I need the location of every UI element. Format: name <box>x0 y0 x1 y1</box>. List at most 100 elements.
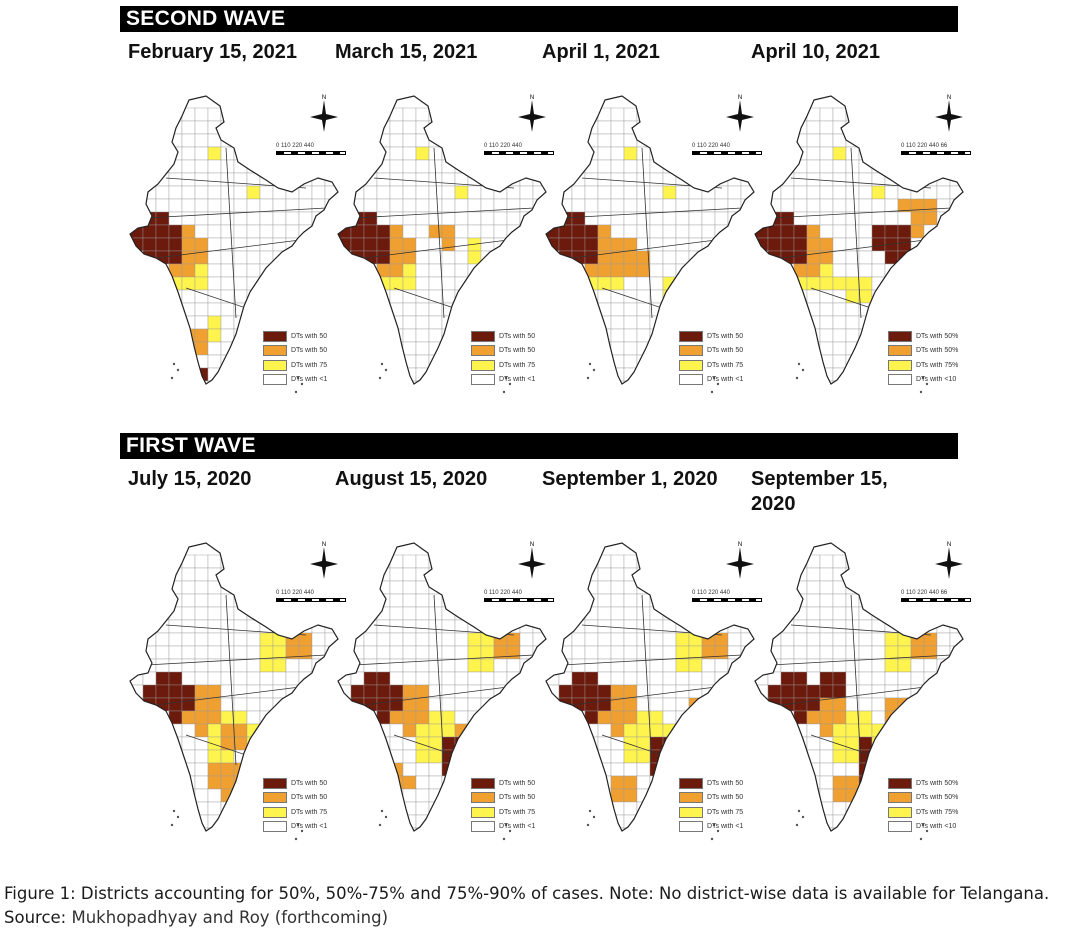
district-cell <box>546 593 560 608</box>
district-cell <box>649 354 664 369</box>
district-cell <box>949 697 963 712</box>
district-cell <box>441 788 456 803</box>
district-cell <box>755 801 769 816</box>
district-cell <box>714 198 729 213</box>
district-cell <box>441 263 456 278</box>
district-cell <box>923 723 938 738</box>
district-cell <box>871 749 886 764</box>
district-cell <box>376 380 391 384</box>
district-cell <box>832 289 847 304</box>
district-cell <box>949 302 963 317</box>
district-cell <box>181 250 196 265</box>
district-cell <box>233 107 248 122</box>
legend-entry: DTs with 50 <box>263 329 358 344</box>
district-cell <box>272 658 287 673</box>
district-cell <box>546 315 560 330</box>
district-cell <box>454 289 469 304</box>
district-cell <box>571 198 586 213</box>
district-cell <box>130 250 144 265</box>
district-cell <box>415 172 430 187</box>
district-cell <box>610 276 625 291</box>
district-cell <box>714 749 729 764</box>
district-cell <box>584 315 599 330</box>
district-cell <box>755 107 769 122</box>
district-cell <box>780 658 795 673</box>
map-legend: DTs with 50 DTs with 50 DTs with 75 DTs wit… <box>679 329 774 387</box>
district-cell <box>571 289 586 304</box>
district-cell <box>493 723 508 738</box>
district-cell <box>623 801 638 816</box>
country-outline <box>545 542 755 832</box>
district-cell <box>675 632 690 647</box>
district-cell <box>923 736 938 751</box>
district-cell <box>363 723 378 738</box>
district-cell <box>819 263 834 278</box>
district-cell <box>858 367 873 382</box>
district-cell <box>701 697 716 712</box>
district-cell <box>755 380 769 384</box>
district-cell <box>246 211 261 226</box>
district-cell <box>597 380 612 384</box>
state-boundary <box>780 237 942 259</box>
district-cell <box>755 775 769 790</box>
legend-label: DTs with 50 <box>291 779 328 787</box>
district-cell <box>662 380 677 384</box>
district-cell <box>688 606 703 621</box>
district-cell <box>194 723 209 738</box>
district-cell <box>363 567 378 582</box>
district-cell <box>519 606 534 621</box>
district-cell <box>142 159 157 174</box>
district-cell <box>610 788 625 803</box>
island-marker <box>172 362 176 366</box>
district-cell <box>415 120 430 135</box>
district-cell <box>571 671 586 686</box>
district-cell <box>376 120 391 135</box>
district-cell <box>871 198 886 213</box>
district-cell <box>675 146 690 161</box>
district-cell <box>858 289 873 304</box>
district-cell <box>755 133 769 148</box>
district-cell <box>389 107 404 122</box>
district-cell <box>246 606 261 621</box>
district-cell <box>871 658 886 673</box>
legend-swatch <box>471 792 495 804</box>
district-cell <box>363 237 378 252</box>
district-cell <box>338 172 352 187</box>
legend-swatch <box>888 806 912 818</box>
district-cell <box>897 554 912 569</box>
district-cell <box>845 328 860 343</box>
district-cell <box>558 315 573 330</box>
district-cell <box>546 554 560 569</box>
district-cell <box>662 710 677 725</box>
district-cell <box>858 354 873 369</box>
district-cell <box>819 302 834 317</box>
district-cell <box>480 567 495 582</box>
district-cell <box>897 736 912 751</box>
district-cell <box>467 224 482 239</box>
district-cell <box>285 567 300 582</box>
district-cell <box>467 211 482 226</box>
district-cell <box>936 159 951 174</box>
district-cell <box>168 645 183 660</box>
district-cell <box>923 198 938 213</box>
district-cell <box>259 133 274 148</box>
district-cell <box>858 658 873 673</box>
district-cell <box>688 172 703 187</box>
map-legend: DTs with 50% DTs with 50% DTs with 75% DTs … <box>888 776 983 834</box>
legend-label: DTs with <1 <box>707 823 744 831</box>
district-cell <box>623 250 638 265</box>
district-cell <box>415 250 430 265</box>
district-cell <box>441 554 456 569</box>
district-cell <box>558 133 573 148</box>
district-cell <box>454 658 469 673</box>
district-cell <box>207 632 222 647</box>
district-cell <box>181 354 196 369</box>
island-marker <box>925 829 929 833</box>
district-cell <box>597 827 612 831</box>
district-cell <box>649 198 664 213</box>
district-cell <box>168 684 183 699</box>
district-cell <box>755 697 769 712</box>
district-cell <box>623 749 638 764</box>
district-cell <box>155 645 170 660</box>
district-cell <box>207 237 222 252</box>
